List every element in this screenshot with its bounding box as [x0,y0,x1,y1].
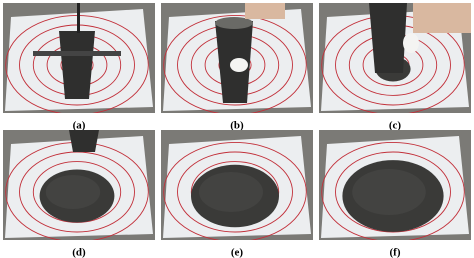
red-circle [163,141,307,240]
photo-content [3,130,155,240]
panel-label: (a) [73,120,86,132]
photo-content [161,3,313,113]
red-circle [335,151,451,233]
rod [77,3,80,33]
concrete-texture [352,169,426,215]
photo-content [319,130,471,240]
red-circle [163,14,307,113]
slump-cone [369,3,407,73]
arm [413,3,471,33]
slump-cone [59,31,95,99]
panel-label: (f) [390,247,401,258]
concrete-texture [199,172,263,212]
photo [3,130,155,240]
glove [403,33,419,53]
cone-handle [33,51,121,56]
photo [319,3,471,113]
photo-content [319,3,471,113]
cone-top [215,17,253,29]
concrete-texture [45,175,101,209]
red-circle [321,141,465,240]
red-circle [177,151,293,233]
panel-label: (c) [389,120,402,132]
slump-cone [69,130,99,152]
photo [161,130,313,240]
panel-label: (e) [231,247,244,258]
photo-content [161,130,313,240]
photo [319,130,471,240]
arm [245,3,285,19]
panel-label: (b) [230,120,244,132]
photo [3,3,155,113]
photo [161,3,313,113]
glove [230,58,248,72]
panel-label: (d) [72,247,86,258]
photo-content [3,3,155,113]
